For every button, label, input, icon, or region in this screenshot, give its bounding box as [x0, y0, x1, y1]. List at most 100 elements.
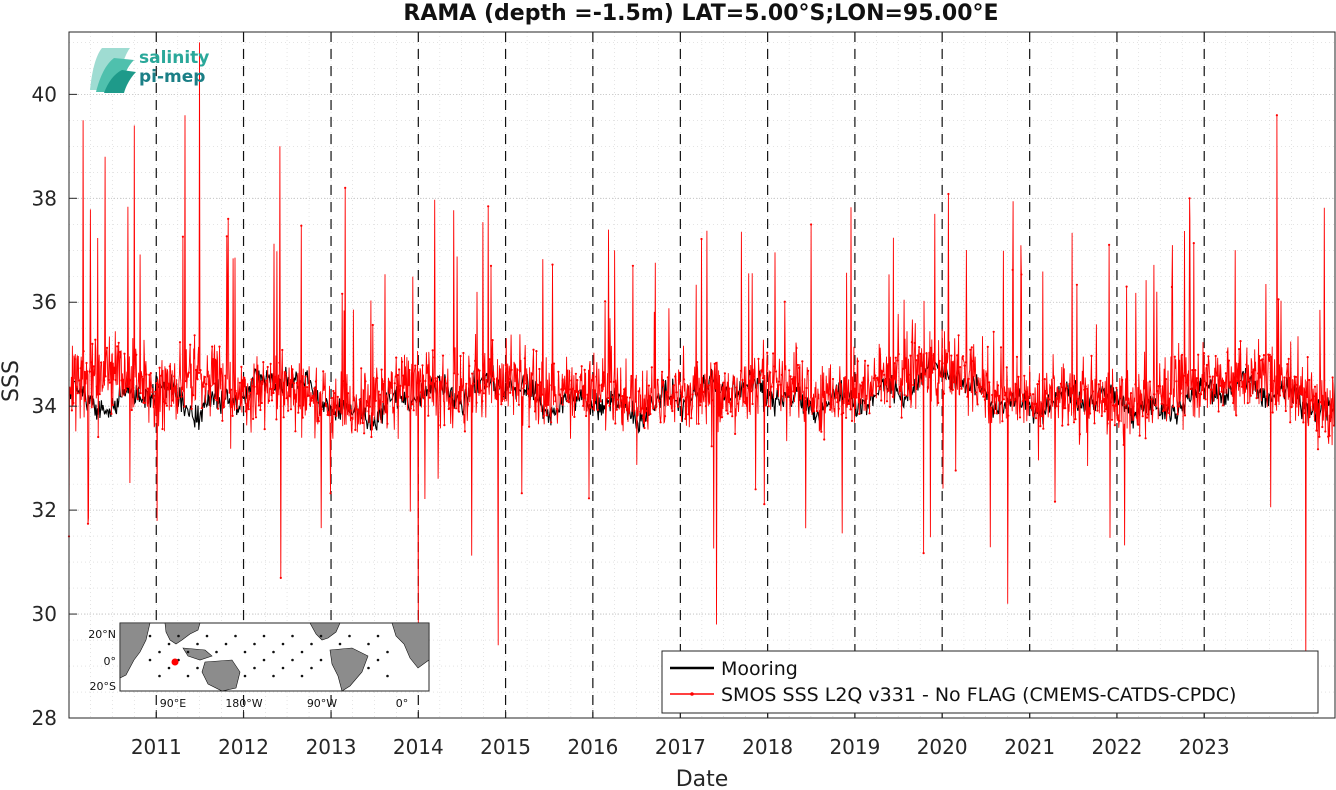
- smos-point: [1029, 394, 1032, 397]
- smos-point: [866, 364, 870, 367]
- inset-mooring-dot: [243, 650, 247, 654]
- smos-point: [602, 371, 605, 374]
- smos-point: [801, 360, 804, 363]
- inset-mooring-dot: [158, 674, 161, 678]
- smos-point: [868, 412, 871, 415]
- inset-mooring-dot: [177, 634, 180, 638]
- smos-point: [437, 424, 440, 427]
- smos-point: [1270, 355, 1273, 358]
- smos-point: [329, 492, 332, 495]
- smos-point: [1189, 387, 1192, 391]
- smos-point: [913, 341, 916, 345]
- smos-point: [744, 402, 747, 405]
- smos-point: [1154, 404, 1157, 407]
- inset-map-land-americas-north: [309, 622, 341, 641]
- smos-point: [294, 430, 297, 433]
- smos-point: [129, 379, 132, 382]
- smos-point: [184, 380, 187, 383]
- smos-point: [929, 346, 933, 349]
- smos-point: [513, 363, 516, 366]
- smos-point: [1246, 401, 1249, 405]
- smos-point: [647, 384, 651, 387]
- smos-point: [1175, 380, 1178, 383]
- smos-point: [120, 379, 123, 382]
- smos-point: [124, 388, 128, 391]
- smos-point: [827, 393, 830, 396]
- smos-point: [393, 382, 396, 385]
- smos-point: [700, 237, 703, 241]
- smos-point: [415, 382, 418, 385]
- smos-point: [1229, 381, 1232, 384]
- smos-point: [1015, 355, 1019, 358]
- smos-point: [1294, 375, 1298, 379]
- smos-point: [285, 397, 288, 400]
- inset-mooring-dot: [300, 674, 304, 678]
- smos-point: [893, 362, 896, 365]
- smos-point: [699, 404, 702, 407]
- smos-point: [624, 401, 627, 404]
- smos-point: [1262, 354, 1265, 357]
- smos-point: [1248, 379, 1251, 382]
- smos-point: [276, 386, 279, 389]
- smos-point: [1034, 417, 1038, 420]
- smos-point: [177, 397, 180, 400]
- smos-point: [887, 389, 890, 392]
- smos-point: [529, 387, 532, 390]
- smos-point: [145, 373, 148, 376]
- smos-point: [1214, 354, 1217, 358]
- smos-point: [414, 364, 417, 367]
- smos-point: [1026, 392, 1029, 395]
- smos-point: [964, 361, 968, 364]
- smos-point: [728, 387, 731, 390]
- smos-point: [593, 389, 597, 392]
- smos-point: [1207, 355, 1210, 358]
- smos-point: [1183, 414, 1187, 417]
- smos-point: [380, 368, 383, 371]
- x-tick-label-2021: 2021: [1004, 735, 1055, 759]
- smos-point: [793, 376, 797, 379]
- smos-point: [1056, 397, 1059, 400]
- smos-point: [659, 421, 662, 424]
- smos-point: [392, 406, 395, 409]
- smos-point: [573, 415, 576, 418]
- smos-point: [289, 408, 293, 411]
- inset-mooring-dot: [310, 666, 313, 670]
- inset-lon-label-90e: 90°E: [160, 697, 186, 710]
- x-tick-label-2020: 2020: [917, 735, 968, 759]
- smos-point: [592, 407, 595, 410]
- smos-point: [576, 379, 579, 382]
- smos-point: [265, 379, 268, 382]
- smos-point: [92, 365, 95, 368]
- smos-point: [649, 412, 652, 416]
- x-tick-label-2018: 2018: [742, 735, 793, 759]
- salinity-pimep-logo: salinity pi-mep: [90, 48, 209, 93]
- smos-point: [195, 368, 198, 372]
- smos-point: [443, 424, 446, 427]
- smos-point: [1131, 412, 1134, 415]
- x-tick-label-2022: 2022: [1091, 735, 1142, 759]
- smos-point: [171, 399, 174, 402]
- smos-point: [535, 350, 538, 353]
- smos-point: [935, 388, 938, 391]
- smos-point: [525, 382, 528, 385]
- smos-point: [1007, 414, 1010, 417]
- smos-point: [1129, 392, 1133, 395]
- smos-point: [174, 385, 177, 388]
- smos-point: [799, 397, 802, 400]
- smos-point: [736, 402, 740, 405]
- smos-point: [999, 346, 1003, 349]
- smos-point: [980, 390, 984, 393]
- smos-point: [1278, 394, 1282, 397]
- smos-point: [745, 396, 748, 399]
- inset-mooring-dot: [310, 642, 313, 646]
- smos-point: [684, 417, 687, 420]
- smos-point: [1186, 384, 1189, 387]
- smos-point: [247, 408, 250, 411]
- smos-point: [1325, 403, 1328, 406]
- smos-point: [1255, 397, 1258, 400]
- smos-point: [750, 390, 753, 393]
- smos-point: [520, 492, 523, 495]
- smos-point: [522, 387, 525, 390]
- inset-mooring-dot: [386, 650, 389, 654]
- smos-point: [434, 377, 437, 380]
